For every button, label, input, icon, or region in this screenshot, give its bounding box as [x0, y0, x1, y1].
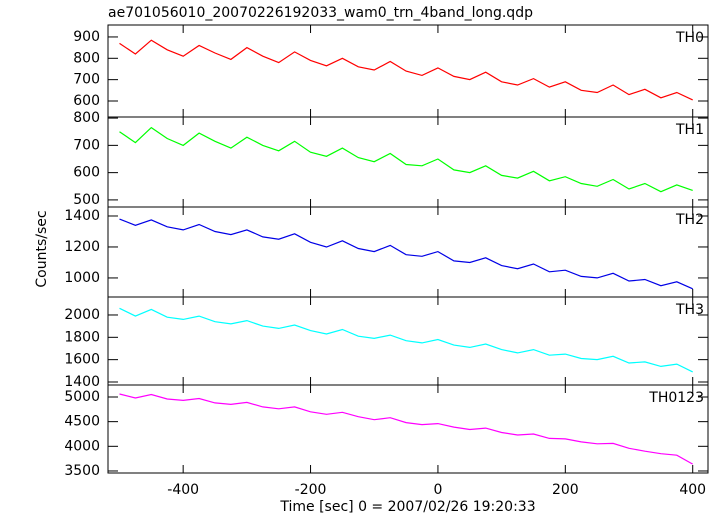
- panel-frame: [107, 206, 709, 298]
- x-axis-label: Time [sec] 0 = 2007/02/26 19:20:33: [279, 499, 535, 515]
- y-tick-label: 1000: [64, 270, 100, 286]
- panel-label: TH0: [675, 30, 704, 46]
- y-axis-label: Counts/sec: [34, 210, 50, 287]
- chart-title: ae701056010_20070226192033_wam0_trn_4ban…: [108, 5, 533, 21]
- y-tick-label: 900: [73, 29, 100, 45]
- panel-frame: [107, 116, 709, 208]
- y-tick-label: 800: [73, 50, 100, 66]
- y-tick-label: 1400: [64, 374, 100, 390]
- series-line: [119, 39, 693, 101]
- x-tick-label: 0: [433, 482, 442, 498]
- y-tick-label: 700: [73, 72, 100, 88]
- y-tick-label: 1800: [64, 329, 100, 345]
- y-tick-label: 5000: [64, 389, 100, 405]
- y-tick-label: 4000: [64, 438, 100, 454]
- series-line: [119, 218, 693, 290]
- y-tick-label: 1400: [64, 208, 100, 224]
- x-tick-label: -200: [295, 482, 327, 498]
- x-tick-label: 200: [552, 482, 579, 498]
- panel-label: TH2: [675, 212, 704, 228]
- y-tick-label: 2000: [64, 307, 100, 323]
- y-tick-label: 3500: [64, 463, 100, 479]
- y-tick-label: 800: [73, 110, 100, 126]
- x-tick-label: -400: [167, 482, 199, 498]
- y-tick-label: 1200: [64, 239, 100, 255]
- y-tick-label: 700: [73, 137, 100, 153]
- series-line: [119, 393, 693, 465]
- panel-label: TH0123: [648, 390, 704, 406]
- series-line: [119, 307, 693, 373]
- panel-frame: [107, 384, 709, 474]
- x-tick-label: 400: [679, 482, 706, 498]
- series-line: [119, 126, 693, 193]
- y-tick-label: 500: [73, 192, 100, 208]
- y-tick-label: 1600: [64, 352, 100, 368]
- y-tick-label: 600: [73, 93, 100, 109]
- panel-label: TH3: [675, 302, 704, 318]
- panel-label: TH1: [675, 122, 704, 138]
- y-tick-label: 600: [73, 165, 100, 181]
- y-tick-label: 4500: [64, 414, 100, 430]
